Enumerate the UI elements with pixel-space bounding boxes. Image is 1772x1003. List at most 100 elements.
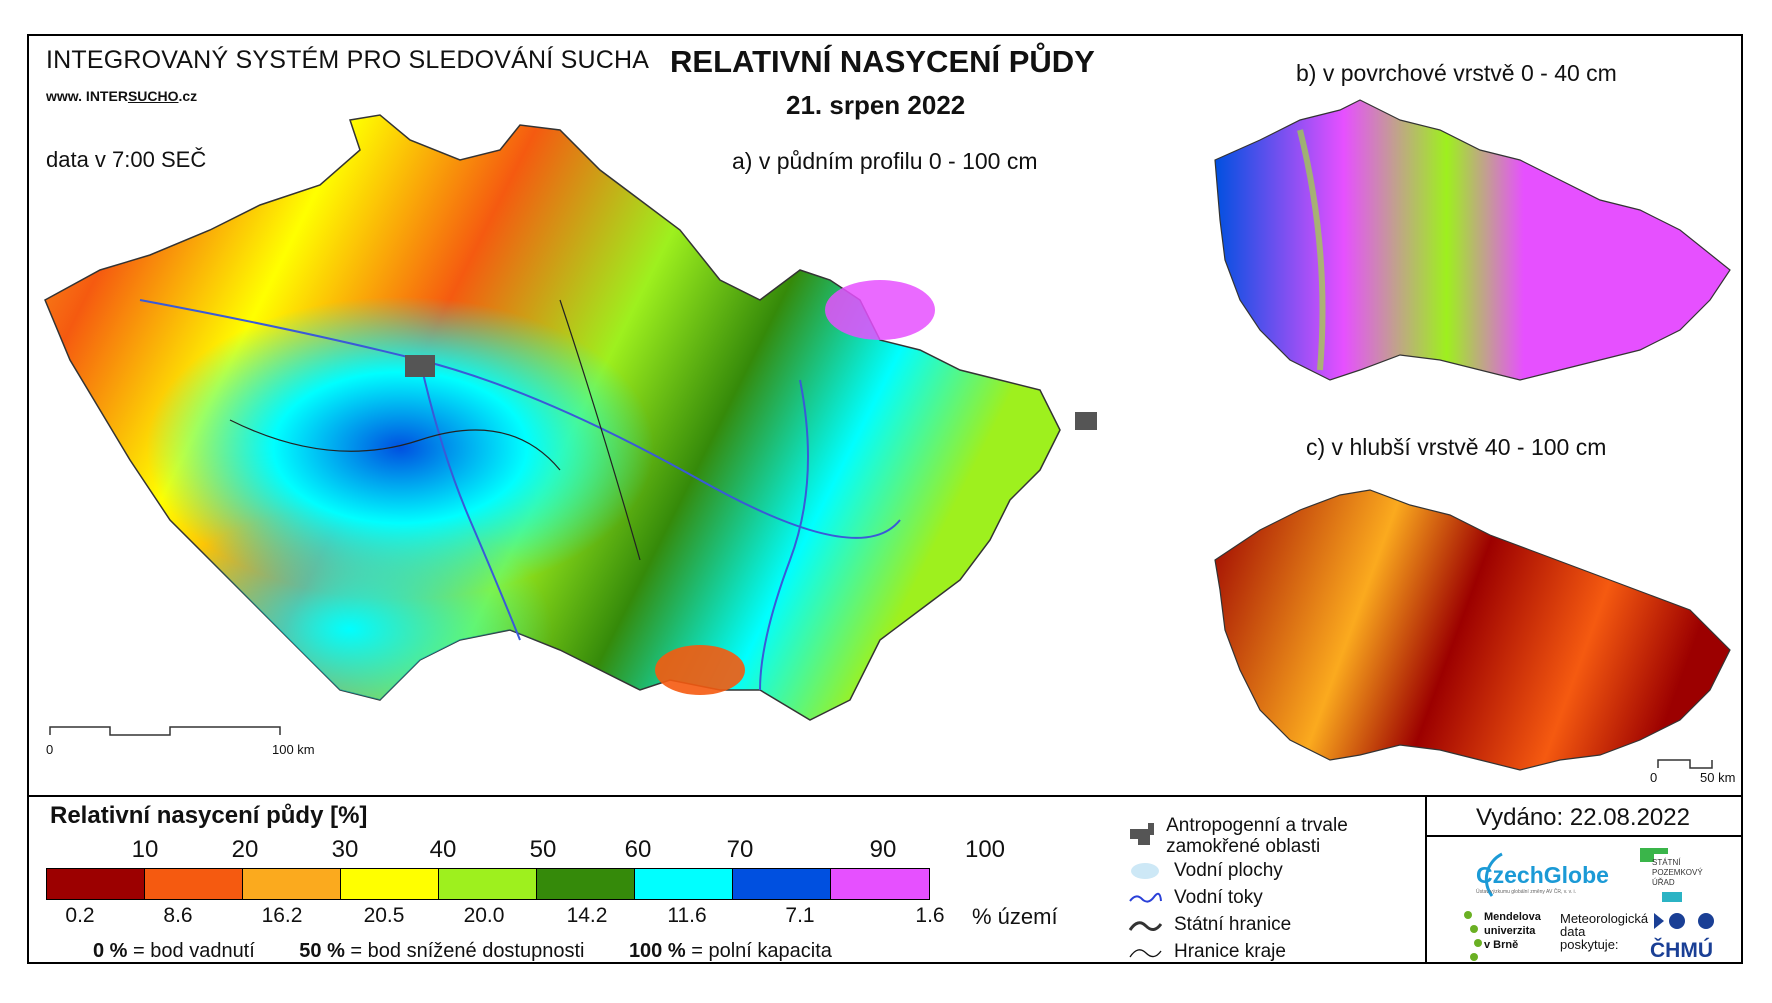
river-icon: [1129, 892, 1162, 903]
chmu-name: ČHMÚ: [1650, 939, 1713, 962]
legend-swatch-2: [145, 869, 243, 899]
legend-area-percent: 16.2: [261, 904, 303, 927]
legend-tick: 60: [624, 836, 652, 863]
legend-area-percent: 1.6: [915, 904, 945, 927]
symbol-water-bodies: Vodní plochy: [1128, 860, 1283, 882]
def-50-value: 50 %: [299, 940, 345, 962]
main-date: 21. srpen 2022: [786, 90, 966, 120]
czechglobe-logo: CzechGlobe Ústav výzkumu globální změny …: [1462, 848, 1609, 897]
czechglobe-name: CzechGlobe: [1476, 862, 1609, 888]
spu-line3: ÚŘAD: [1652, 878, 1675, 887]
legend-separator: [27, 795, 1743, 797]
legend-definitions: 0 % = bod vadnutí 50 % = bod snížené dos…: [93, 940, 832, 963]
met-line1: Meteorologická: [1560, 911, 1649, 926]
chmu-symbol-icon: [1654, 913, 1714, 929]
map-c-deep-layer: [1214, 489, 1731, 771]
legend-swatch-9: [831, 869, 929, 899]
met-line3: poskytuje:: [1560, 937, 1619, 952]
symbol-rivers-label: Vodní toky: [1174, 887, 1263, 908]
system-title: INTEGROVANÝ SYSTÉM PRO SLEDOVÁNÍ SUCHA: [46, 46, 650, 74]
scale-bar-main: [49, 726, 281, 736]
main-title: RELATIVNÍ NASYCENÍ PŮDY: [670, 44, 1095, 79]
legend-area-percent: 7.1: [785, 904, 815, 927]
met-line2: data: [1560, 924, 1586, 939]
def-50-text: = bod snížené dostupnosti: [350, 940, 585, 962]
legend-swatch-5: [439, 869, 537, 899]
mendel-line1: Mendelova: [1484, 911, 1541, 923]
legend-tick: 70: [726, 836, 754, 863]
maps-svg: [44, 99, 1731, 771]
legend-area-percent: 14.2: [566, 904, 608, 927]
issued-date: Vydáno: 22.08.2022: [1476, 804, 1690, 831]
urban-area-icon: [1130, 823, 1155, 845]
state-border-icon: [1128, 921, 1162, 931]
map-b-surface-layer: [1214, 99, 1731, 381]
met-data-note: Meteorologická data poskytuje:: [1560, 912, 1648, 951]
spu-line2: POZEMKOVÝ: [1652, 868, 1703, 877]
legend-area-percent: 11.6: [667, 904, 707, 927]
symbol-state-border: Státní hranice: [1128, 914, 1291, 936]
def-0-value: 0 %: [93, 940, 128, 962]
prague-urban-area: [405, 355, 435, 377]
symbol-rivers: Vodní toky: [1128, 887, 1263, 909]
map-c-label: c) v hlubší vrstvě 40 - 100 cm: [1306, 434, 1607, 460]
website-suffix: .cz: [178, 88, 198, 104]
chmu-logo: ČHMÚ: [1650, 910, 1724, 963]
def-0-text: = bod vadnutí: [133, 940, 255, 962]
map-a-label: a) v půdním profilu 0 - 100 cm: [732, 148, 1038, 174]
legend-colorbar: [46, 868, 930, 900]
region-border-icon: [1129, 949, 1162, 958]
symbol-region-border-label: Hranice kraje: [1174, 941, 1286, 962]
legend-area-percent: 0.2: [65, 904, 95, 927]
spu-line1: STÁTNÍ: [1652, 858, 1681, 867]
legend-area-percent: 20.0: [463, 904, 505, 927]
website-prefix: www. INTER: [46, 88, 128, 104]
legend-swatch-6: [537, 869, 635, 899]
map-b-label: b) v povrchové vrstvě 0 - 40 cm: [1296, 60, 1617, 86]
mendel-dots-icon: [1464, 911, 1482, 961]
data-time: data v 7:00 SEČ: [46, 147, 207, 172]
spu-mark-icon: [1640, 848, 1668, 862]
mendel-line2: univerzita: [1484, 925, 1536, 937]
legend-tick: 40: [429, 836, 457, 863]
scale-main-end: 100 km: [272, 742, 315, 757]
legend-swatch-1: [47, 869, 145, 899]
czechglobe-subtitle: Ústav výzkumu globální změny AV ČR, v. v…: [1476, 889, 1577, 895]
website-link[interactable]: www. INTERSUCHO.cz: [46, 88, 197, 104]
issued-separator: [1425, 835, 1743, 837]
spu-logo: STÁTNÍ POZEMKOVÝ ÚŘAD: [1640, 848, 1703, 902]
ostrava-urban-area: [1075, 412, 1097, 430]
legend-swatch-7: [635, 869, 733, 899]
def-100-value: 100 %: [628, 940, 686, 962]
scale-main-start: 0: [46, 742, 54, 757]
legend-area-unit: % území: [972, 904, 1058, 929]
czechglobe-arc-icon: [1484, 852, 1503, 897]
legend-tick: 10: [131, 836, 159, 863]
legend-tick: 30: [331, 836, 359, 863]
water-body-icon: [1131, 863, 1159, 879]
def-100-text: = polní kapacita: [691, 940, 832, 962]
footer-separator: [1425, 795, 1427, 964]
legend-tick: 90: [869, 836, 897, 863]
symbol-urban: Antropogenní a trvale zamokřené oblasti: [1128, 815, 1428, 857]
symbol-state-border-label: Státní hranice: [1174, 914, 1292, 935]
legend-area-percent: 8.6: [163, 904, 193, 927]
map-a-czech-republic: [44, 114, 1097, 721]
symbol-water-bodies-label: Vodní plochy: [1174, 860, 1283, 881]
legend-tick: 20: [231, 836, 259, 863]
legend-tick: 100: [964, 836, 1006, 863]
spu-teal-bar-icon: [1662, 892, 1682, 902]
legend-swatch-4: [341, 869, 439, 899]
scale-bar-small: [1657, 759, 1713, 769]
symbol-region-border: Hranice kraje: [1128, 941, 1286, 963]
scale-small-start: 0: [1650, 770, 1658, 785]
mendel-line3: v Brně: [1484, 939, 1519, 951]
legend-title: Relativní nasycení půdy [%]: [50, 802, 368, 829]
scale-small-end: 50 km: [1700, 770, 1736, 785]
website-underlined: SUCHO: [127, 88, 179, 104]
legend-swatch-3: [243, 869, 341, 899]
legend-tick: 50: [529, 836, 557, 863]
symbol-urban-label: Antropogenní a trvale zamokřené oblasti: [1166, 815, 1348, 857]
legend-swatch-8: [733, 869, 831, 899]
legend-area-percent: 20.5: [363, 904, 405, 927]
